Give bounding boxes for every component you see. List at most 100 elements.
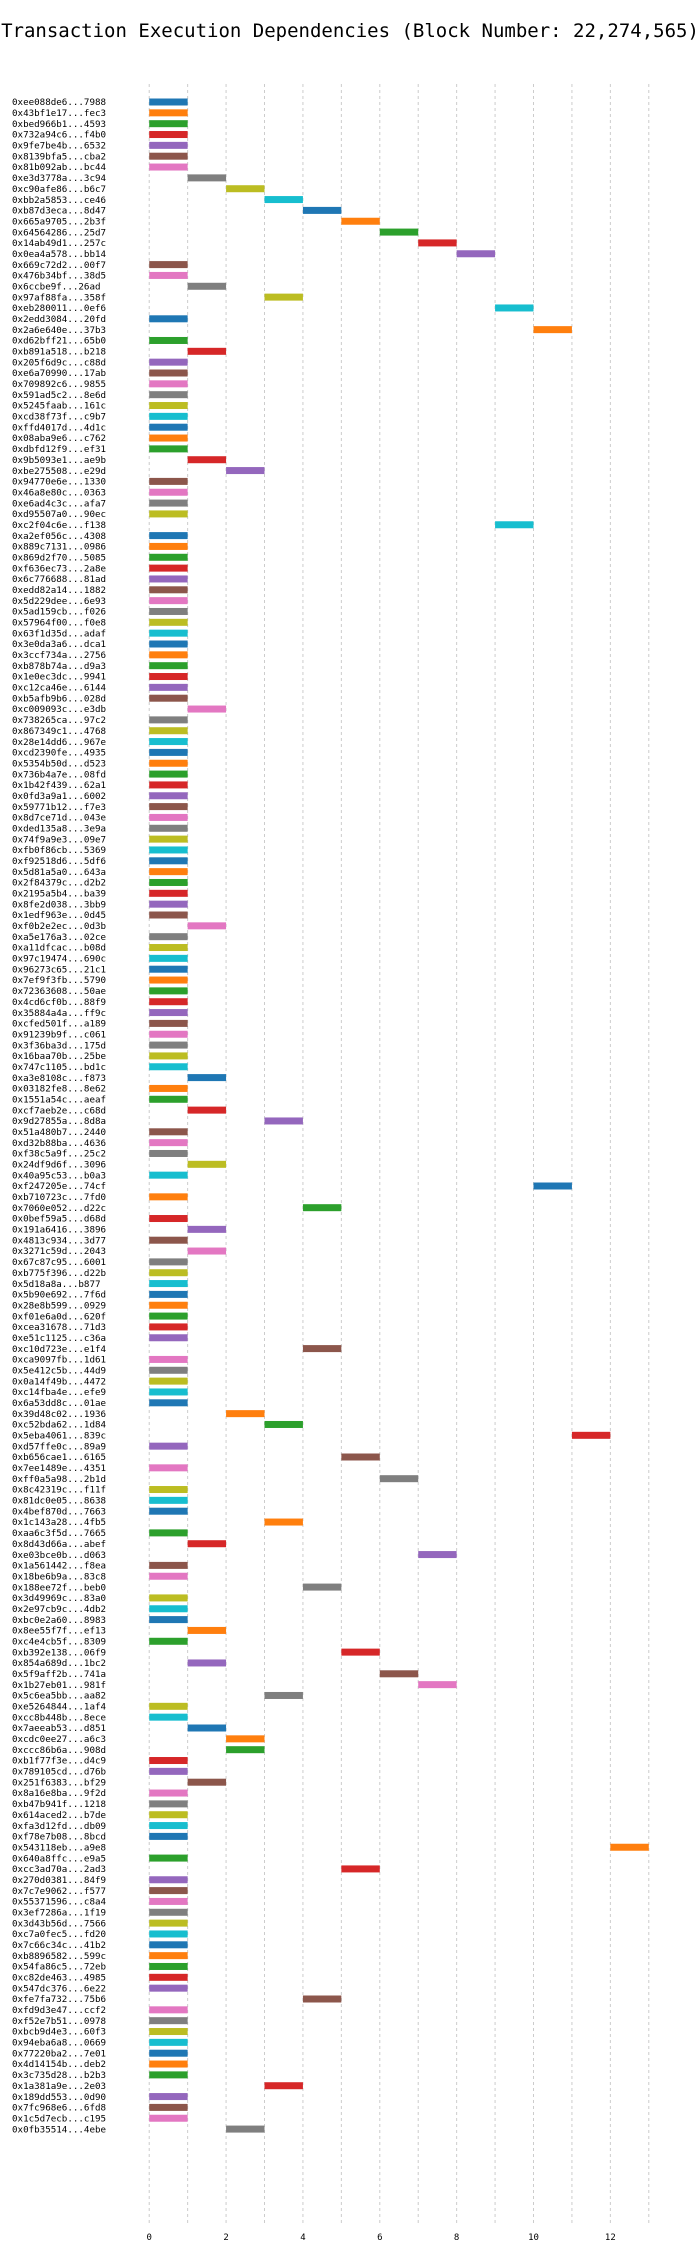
y-tick-label: 0x94770e6e...1330 xyxy=(12,477,106,488)
bar xyxy=(149,2060,188,2068)
bar xyxy=(341,1865,380,1873)
y-tick-label: 0x0fb35514...4ebe xyxy=(12,2124,106,2135)
bar xyxy=(149,1919,188,1927)
y-tick-label: 0x74f9a9e3...09e7 xyxy=(12,834,106,845)
y-tick-label: 0xf0b2e2ec...0d3b xyxy=(12,921,106,932)
y-tick-label: 0x1c5d7ecb...c195 xyxy=(12,2113,106,2124)
y-tick-label: 0x0a14f49b...4472 xyxy=(12,1376,106,1387)
y-tick-label: 0xcd38f73f...c9b7 xyxy=(12,412,106,423)
bar xyxy=(149,1832,188,1840)
bar xyxy=(187,1074,227,1082)
y-tick-label: 0xc2f04c6e...f138 xyxy=(12,520,106,531)
y-tick-label: 0xb775f396...d22b xyxy=(12,1268,106,1279)
x-tick-label: 6 xyxy=(377,2233,382,2243)
x-tick-label: 0 xyxy=(147,2233,152,2243)
y-tick-label: 0xbc0e2a60...8983 xyxy=(12,1615,106,1626)
y-tick-label: 0xf01e6a0d...620f xyxy=(12,1311,106,1322)
y-tick-label: 0x547dc376...6e22 xyxy=(12,1983,106,1994)
y-tick-label: 0xa11dfcac...b08d xyxy=(12,943,106,954)
bar xyxy=(149,1811,188,1819)
y-tick-label: 0x5b90e692...7f6d xyxy=(12,1290,106,1301)
y-tick-label: 0xbed966b1...4593 xyxy=(12,119,106,130)
bar xyxy=(149,141,188,149)
bar xyxy=(149,2103,188,2111)
bar xyxy=(149,1767,188,1775)
bar xyxy=(149,1637,188,1645)
x-tick-label: 10 xyxy=(528,2233,539,2243)
bar xyxy=(149,1984,188,1992)
bar xyxy=(149,1355,188,1363)
y-tick-label: 0x736b4a7e...08fd xyxy=(12,769,106,780)
y-tick-label: 0x7ee1489e...4351 xyxy=(12,1463,106,1474)
y-tick-label: 0x4cd6cf0b...88f9 xyxy=(12,997,106,1008)
bar xyxy=(418,1551,457,1559)
y-tick-label: 0x39d48c02...1936 xyxy=(12,1409,106,1420)
x-tick-labels: 0 2 4 6 8 10 12 xyxy=(147,2233,616,2243)
bar xyxy=(149,1594,188,1602)
bar xyxy=(149,261,188,269)
y-tick-label: 0x43bf1e17...fec3 xyxy=(12,108,106,119)
y-tick-label: 0x57964f00...f0e8 xyxy=(12,618,106,629)
y-tick-label: 0xd62bff21...65b0 xyxy=(12,336,106,347)
y-tick-label: 0x5245faab...161c xyxy=(12,401,106,412)
y-tick-label: 0x8a16e8ba...9f2d xyxy=(12,1788,106,1799)
y-tick-label: 0x1e0ec3dc...9941 xyxy=(12,672,106,683)
bar xyxy=(149,445,188,453)
y-tick-label: 0xca9097fb...1d61 xyxy=(12,1355,106,1366)
bar xyxy=(149,673,188,681)
bar xyxy=(149,1063,188,1071)
bar xyxy=(187,1225,227,1233)
y-tick-label: 0x08aba9e6...c762 xyxy=(12,433,106,444)
bar xyxy=(149,813,188,821)
bar xyxy=(149,987,188,995)
bar xyxy=(418,239,457,247)
y-tick-label: 0x5354b50d...d523 xyxy=(12,758,106,769)
y-tick-label: 0x63f1d35d...adaf xyxy=(12,628,106,639)
y-tick-label: 0x28e14dd6...967e xyxy=(12,737,106,748)
bar xyxy=(226,2125,265,2133)
y-tick-label: 0xc009093c...e3db xyxy=(12,704,106,715)
bar xyxy=(149,434,188,442)
bar xyxy=(149,336,188,344)
bar xyxy=(149,1561,188,1569)
y-tick-label: 0x2e97cb9c...4db2 xyxy=(12,1604,106,1615)
bar xyxy=(149,271,188,279)
bar xyxy=(264,196,303,204)
bar xyxy=(571,1431,611,1439)
bar xyxy=(149,1486,188,1494)
y-tick-label: 0x8fe2d038...3bb9 xyxy=(12,899,106,910)
y-tick-label: 0xb8896582...599c xyxy=(12,1951,106,1962)
y-tick-label: 0x205f6d9c...c88d xyxy=(12,357,106,368)
bar xyxy=(264,1691,303,1699)
y-tick-label: 0x3c735d28...b2b3 xyxy=(12,2070,106,2081)
y-tick-label: 0xfb0f86cb...5369 xyxy=(12,845,106,856)
y-tick-label: 0xc82de463...4985 xyxy=(12,1973,106,1984)
bar xyxy=(149,315,188,323)
y-tick-label: 0x7fc968e6...6fd8 xyxy=(12,2103,106,2114)
bar xyxy=(302,1583,342,1591)
bar xyxy=(149,683,188,691)
y-tick-label: 0xcc3ad70a...2ad3 xyxy=(12,1864,106,1875)
y-tick-label: 0x4bef870d...7663 xyxy=(12,1506,106,1517)
bar xyxy=(149,727,188,735)
y-tick-label: 0x9fe7be4b...6532 xyxy=(12,141,106,152)
x-tick-label: 12 xyxy=(605,2233,616,2243)
y-tick-label: 0x7c7e9062...f577 xyxy=(12,1886,106,1897)
y-tick-labels: 0xee088de6...79880x43bf1e17...fec30xbed9… xyxy=(12,97,107,2135)
bar xyxy=(149,2006,188,2014)
bar xyxy=(149,1822,188,1830)
y-tick-label: 0x789105cd...d76b xyxy=(12,1767,106,1778)
bar xyxy=(149,1019,188,1027)
bar xyxy=(149,1366,188,1374)
bar xyxy=(187,1724,227,1732)
y-tick-label: 0x2edd3084...20fd xyxy=(12,314,106,325)
y-tick-label: 0x3d49969c...83a0 xyxy=(12,1593,106,1604)
bar xyxy=(149,911,188,919)
bar xyxy=(149,380,188,388)
bar xyxy=(149,1442,188,1450)
y-tick-label: 0xc14fba4e...efe9 xyxy=(12,1387,106,1398)
y-tick-label: 0x889c7131...0986 xyxy=(12,542,106,553)
y-tick-label: 0xfe7fa732...75b6 xyxy=(12,1994,106,2005)
y-tick-label: 0xb878b74a...d9a3 xyxy=(12,661,106,672)
bar xyxy=(187,456,227,464)
